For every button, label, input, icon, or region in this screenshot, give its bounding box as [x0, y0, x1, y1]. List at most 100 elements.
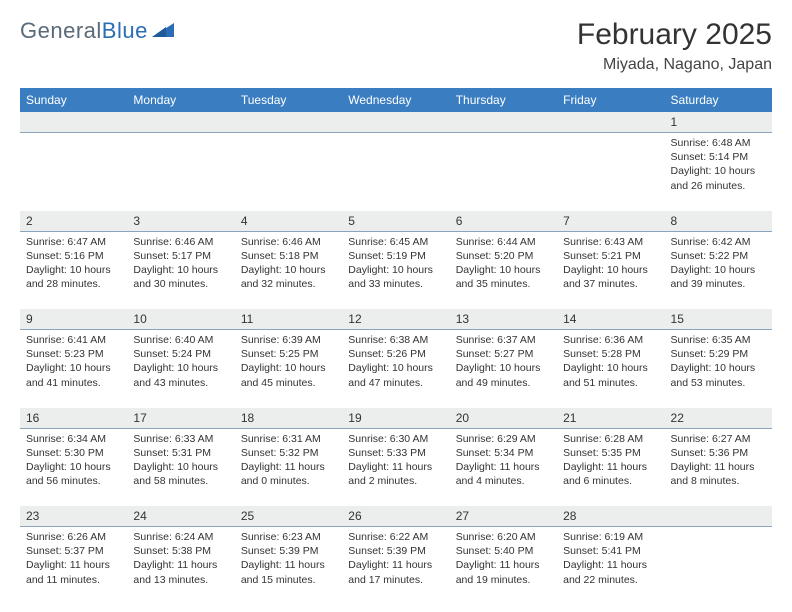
- day-sunset: Sunset: 5:33 PM: [348, 446, 443, 460]
- day-sunset: Sunset: 5:21 PM: [563, 249, 658, 263]
- day-day1: Daylight: 10 hours: [241, 263, 336, 277]
- day-sunrise: Sunrise: 6:22 AM: [348, 530, 443, 544]
- day-number-cell: [342, 112, 449, 133]
- day-cell: Sunrise: 6:24 AMSunset: 5:38 PMDaylight:…: [127, 527, 234, 605]
- day-sunrise: Sunrise: 6:46 AM: [133, 235, 228, 249]
- day-sunset: Sunset: 5:34 PM: [456, 446, 551, 460]
- day-sunset: Sunset: 5:41 PM: [563, 544, 658, 558]
- month-title: February 2025: [577, 18, 772, 52]
- day-sunset: Sunset: 5:36 PM: [671, 446, 766, 460]
- day-day1: Daylight: 11 hours: [348, 558, 443, 572]
- day-cell: Sunrise: 6:39 AMSunset: 5:25 PMDaylight:…: [235, 330, 342, 408]
- day-number-cell: 23: [20, 506, 127, 527]
- day-sunrise: Sunrise: 6:35 AM: [671, 333, 766, 347]
- day-cell: Sunrise: 6:23 AMSunset: 5:39 PMDaylight:…: [235, 527, 342, 605]
- day-number-cell: 15: [665, 309, 772, 330]
- day-day2: and 43 minutes.: [133, 376, 228, 390]
- day-day2: and 30 minutes.: [133, 277, 228, 291]
- day-number-cell: 14: [557, 309, 664, 330]
- day-cell: Sunrise: 6:20 AMSunset: 5:40 PMDaylight:…: [450, 527, 557, 605]
- day-number-cell: 5: [342, 211, 449, 232]
- day-number-row: 16171819202122: [20, 408, 772, 429]
- day-sunset: Sunset: 5:24 PM: [133, 347, 228, 361]
- day-cell: Sunrise: 6:47 AMSunset: 5:16 PMDaylight:…: [20, 231, 127, 309]
- day-number-cell: 19: [342, 408, 449, 429]
- day-sunset: Sunset: 5:28 PM: [563, 347, 658, 361]
- week-row: Sunrise: 6:26 AMSunset: 5:37 PMDaylight:…: [20, 527, 772, 605]
- day-day1: Daylight: 11 hours: [241, 558, 336, 572]
- day-day1: Daylight: 11 hours: [133, 558, 228, 572]
- day-sunrise: Sunrise: 6:24 AM: [133, 530, 228, 544]
- day-number-cell: 24: [127, 506, 234, 527]
- day-day2: and 2 minutes.: [348, 474, 443, 488]
- day-sunset: Sunset: 5:23 PM: [26, 347, 121, 361]
- day-number-cell: 9: [20, 309, 127, 330]
- day-cell: Sunrise: 6:33 AMSunset: 5:31 PMDaylight:…: [127, 428, 234, 506]
- day-sunrise: Sunrise: 6:42 AM: [671, 235, 766, 249]
- day-day1: Daylight: 10 hours: [671, 164, 766, 178]
- day-day1: Daylight: 10 hours: [563, 263, 658, 277]
- day-sunset: Sunset: 5:39 PM: [241, 544, 336, 558]
- dow-monday: Monday: [127, 88, 234, 112]
- day-day2: and 56 minutes.: [26, 474, 121, 488]
- day-day1: Daylight: 10 hours: [456, 263, 551, 277]
- day-day2: and 26 minutes.: [671, 179, 766, 193]
- day-number-cell: 20: [450, 408, 557, 429]
- day-day2: and 35 minutes.: [456, 277, 551, 291]
- day-cell: Sunrise: 6:37 AMSunset: 5:27 PMDaylight:…: [450, 330, 557, 408]
- day-day2: and 15 minutes.: [241, 573, 336, 587]
- day-number-row: 9101112131415: [20, 309, 772, 330]
- day-cell: Sunrise: 6:46 AMSunset: 5:17 PMDaylight:…: [127, 231, 234, 309]
- day-sunrise: Sunrise: 6:45 AM: [348, 235, 443, 249]
- day-day2: and 49 minutes.: [456, 376, 551, 390]
- day-day2: and 8 minutes.: [671, 474, 766, 488]
- day-day1: Daylight: 10 hours: [133, 263, 228, 277]
- calendar-body: 1Sunrise: 6:48 AMSunset: 5:14 PMDaylight…: [20, 112, 772, 605]
- day-cell: Sunrise: 6:27 AMSunset: 5:36 PMDaylight:…: [665, 428, 772, 506]
- day-number-cell: 27: [450, 506, 557, 527]
- day-sunrise: Sunrise: 6:28 AM: [563, 432, 658, 446]
- day-sunset: Sunset: 5:39 PM: [348, 544, 443, 558]
- day-day2: and 37 minutes.: [563, 277, 658, 291]
- day-sunrise: Sunrise: 6:29 AM: [456, 432, 551, 446]
- day-of-week-row: Sunday Monday Tuesday Wednesday Thursday…: [20, 88, 772, 112]
- day-day2: and 17 minutes.: [348, 573, 443, 587]
- day-day1: Daylight: 10 hours: [26, 361, 121, 375]
- dow-wednesday: Wednesday: [342, 88, 449, 112]
- day-sunset: Sunset: 5:18 PM: [241, 249, 336, 263]
- day-cell: Sunrise: 6:45 AMSunset: 5:19 PMDaylight:…: [342, 231, 449, 309]
- day-cell: Sunrise: 6:48 AMSunset: 5:14 PMDaylight:…: [665, 133, 772, 211]
- day-sunrise: Sunrise: 6:20 AM: [456, 530, 551, 544]
- day-cell: Sunrise: 6:28 AMSunset: 5:35 PMDaylight:…: [557, 428, 664, 506]
- day-number-cell: 11: [235, 309, 342, 330]
- day-sunset: Sunset: 5:40 PM: [456, 544, 551, 558]
- day-day2: and 28 minutes.: [26, 277, 121, 291]
- header: GeneralBlue February 2025 Miyada, Nagano…: [20, 18, 772, 74]
- week-row: Sunrise: 6:47 AMSunset: 5:16 PMDaylight:…: [20, 231, 772, 309]
- day-number-row: 232425262728: [20, 506, 772, 527]
- day-sunset: Sunset: 5:38 PM: [133, 544, 228, 558]
- day-sunrise: Sunrise: 6:46 AM: [241, 235, 336, 249]
- day-number-cell: 18: [235, 408, 342, 429]
- day-cell: [665, 527, 772, 605]
- title-block: February 2025 Miyada, Nagano, Japan: [577, 18, 772, 74]
- logo-text: GeneralBlue: [20, 18, 148, 44]
- day-cell: Sunrise: 6:36 AMSunset: 5:28 PMDaylight:…: [557, 330, 664, 408]
- day-cell: Sunrise: 6:44 AMSunset: 5:20 PMDaylight:…: [450, 231, 557, 309]
- week-row: Sunrise: 6:34 AMSunset: 5:30 PMDaylight:…: [20, 428, 772, 506]
- day-day1: Daylight: 10 hours: [671, 361, 766, 375]
- day-day2: and 51 minutes.: [563, 376, 658, 390]
- day-sunrise: Sunrise: 6:31 AM: [241, 432, 336, 446]
- day-cell: Sunrise: 6:41 AMSunset: 5:23 PMDaylight:…: [20, 330, 127, 408]
- day-number-cell: 17: [127, 408, 234, 429]
- week-row: Sunrise: 6:48 AMSunset: 5:14 PMDaylight:…: [20, 133, 772, 211]
- day-number-cell: 13: [450, 309, 557, 330]
- day-cell: Sunrise: 6:26 AMSunset: 5:37 PMDaylight:…: [20, 527, 127, 605]
- day-sunrise: Sunrise: 6:30 AM: [348, 432, 443, 446]
- day-number-row: 1: [20, 112, 772, 133]
- logo-word-2: Blue: [102, 18, 148, 43]
- day-sunrise: Sunrise: 6:43 AM: [563, 235, 658, 249]
- day-day2: and 32 minutes.: [241, 277, 336, 291]
- day-day2: and 41 minutes.: [26, 376, 121, 390]
- logo-word-1: General: [20, 18, 102, 43]
